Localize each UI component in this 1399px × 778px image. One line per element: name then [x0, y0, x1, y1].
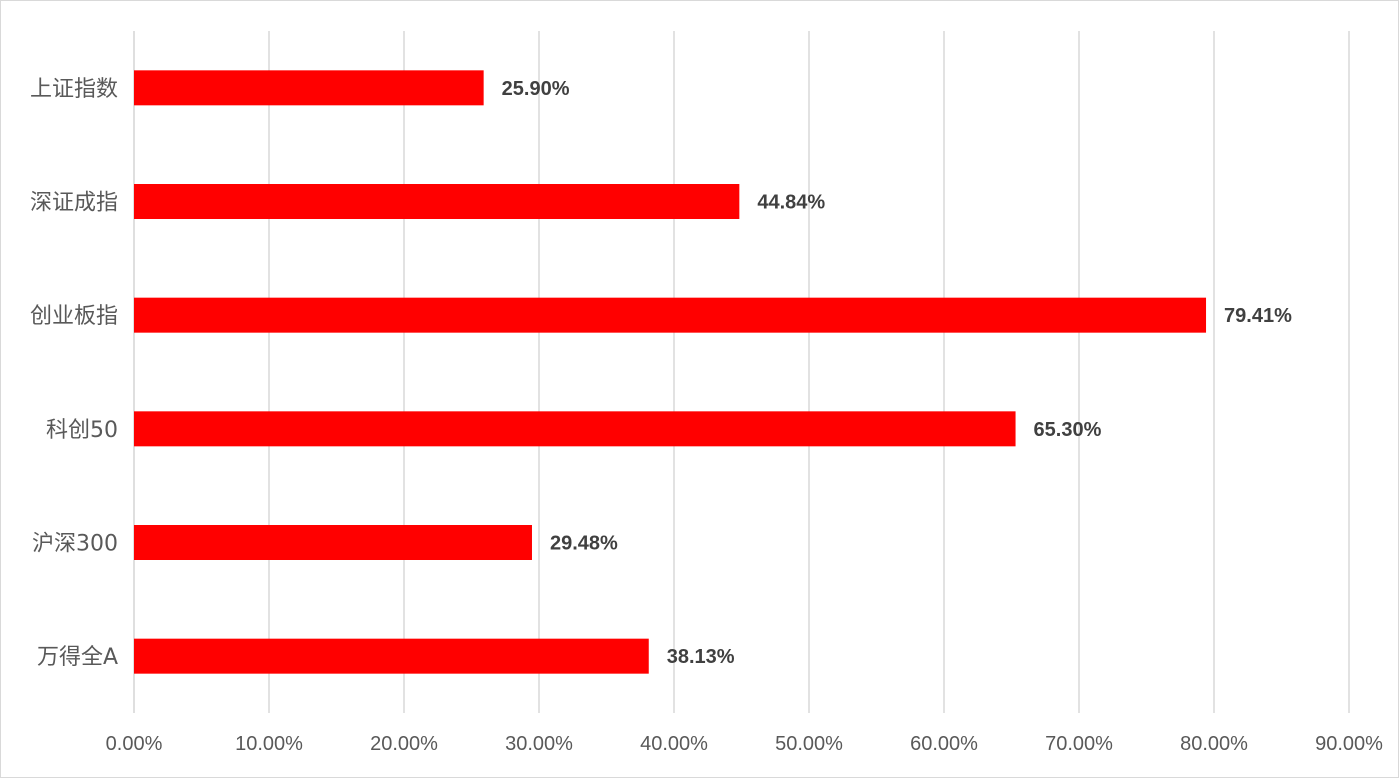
gridlines: [133, 31, 1350, 713]
category-label: 上证指数: [30, 77, 118, 102]
data-label: 44.84%: [757, 192, 825, 214]
bars: [134, 70, 1207, 674]
category-label: 科创50: [46, 418, 118, 443]
x-tick-label: 70.00%: [1045, 733, 1113, 755]
x-tick-labels: 0.00% 10.00% 20.00% 30.00% 40.00% 50.00% 60.00…: [106, 733, 1383, 755]
x-tick-label: 80.00%: [1180, 733, 1248, 755]
category-label: 沪深300: [32, 532, 118, 557]
data-label: 65.30%: [1034, 419, 1102, 441]
category-label: 创业板指: [30, 304, 118, 329]
x-tick-label: 90.00%: [1315, 733, 1383, 755]
x-tick-label: 50.00%: [775, 733, 843, 755]
data-label: 29.48%: [550, 533, 618, 555]
x-tick-label: 30.00%: [505, 733, 573, 755]
x-tick-label: 40.00%: [640, 733, 708, 755]
x-tick-label: 60.00%: [910, 733, 978, 755]
x-tick-label: 10.00%: [235, 733, 303, 755]
data-label: 38.13%: [667, 646, 735, 668]
category-label: 深证成指: [30, 191, 118, 216]
x-tick-label: 20.00%: [370, 733, 438, 755]
data-label: 79.41%: [1224, 305, 1292, 327]
category-label: 万得全A: [37, 645, 118, 670]
data-label: 25.90%: [502, 78, 570, 100]
bar: [134, 525, 532, 560]
bar: [134, 297, 1207, 333]
bar: [134, 70, 484, 106]
bar: [134, 184, 740, 219]
bar: [134, 411, 1016, 447]
data-labels: 25.90% 44.84% 79.41% 65.30% 29.48% 38.13%: [502, 78, 1292, 668]
x-tick-label: 0.00%: [106, 733, 163, 755]
bar: [134, 638, 649, 674]
